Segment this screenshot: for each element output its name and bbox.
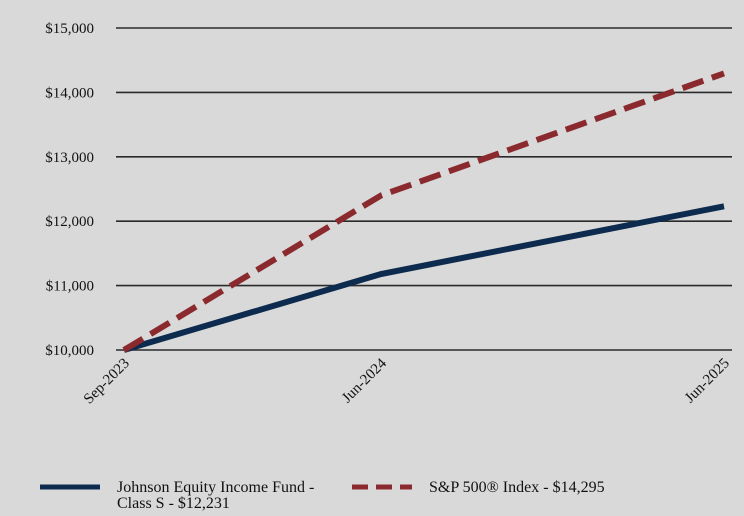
x-tick-label-0: Sep-2023 (81, 356, 133, 408)
legend-swatch-fund (40, 480, 100, 508)
legend-item-index: S&P 500® Index - $14,295 (352, 480, 732, 508)
y-tick-label-4: $14,000 (45, 85, 94, 101)
y-tick-label-5: $15,000 (45, 21, 94, 37)
legend-item-fund: Johnson Equity Income Fund - Class S - $… (40, 480, 350, 512)
chart-legend: Johnson Equity Income Fund - Class S - $… (0, 474, 744, 516)
chart-plot: $10,000 $11,000 $12,000 $13,000 $14,000 $15,0… (45, 21, 733, 408)
legend-swatch-index (352, 480, 412, 508)
y-tick-label-3: $13,000 (45, 150, 94, 166)
series-line-1 (122, 70, 726, 353)
y-tick-label-1: $11,000 (46, 279, 94, 295)
y-tick-label-0: $10,000 (45, 343, 94, 359)
y-tick-label-2: $12,000 (45, 214, 94, 230)
legend-label-fund: Johnson Equity Income Fund - Class S - $… (117, 479, 315, 512)
x-tick-label-2: Jun-2025 (682, 356, 733, 407)
series-line-0 (123, 203, 725, 353)
legend-label-index: S&P 500® Index - $14,295 (429, 479, 605, 496)
x-tick-label-1: Jun-2024 (339, 355, 390, 406)
